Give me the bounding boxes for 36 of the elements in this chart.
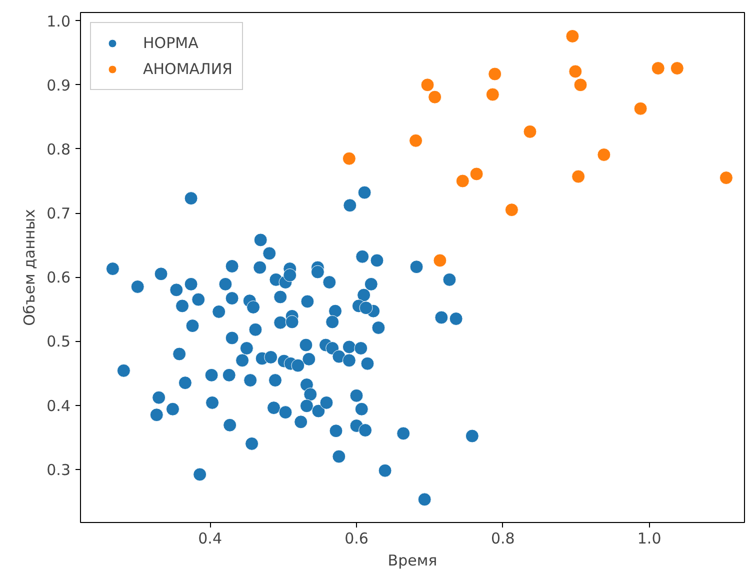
point [523, 124, 537, 138]
x-tick-label: 0.4 [198, 530, 222, 548]
y-tick-label: 0.5 [46, 332, 71, 351]
point [566, 29, 580, 43]
point [634, 102, 648, 116]
x-axis-title: Время [388, 552, 438, 570]
y-tick-label: 0.9 [46, 76, 71, 94]
point [670, 62, 684, 75]
x-tick-label: 0.6 [344, 530, 368, 548]
point [486, 88, 500, 102]
point [409, 134, 423, 148]
y-tick-label: 0.3 [46, 460, 71, 479]
point [568, 64, 582, 78]
y-tick-label: 0.7 [46, 204, 71, 223]
legend-label: АНОМАЛИЯ [143, 60, 232, 78]
y-axis-title: Объем данных [20, 208, 39, 326]
point [420, 78, 434, 92]
point [488, 67, 502, 81]
y-tick-label: 0.8 [46, 140, 71, 158]
y-tick-label: 1.0 [46, 12, 71, 30]
legend-label: НОРМА [143, 34, 198, 52]
point [719, 171, 733, 185]
point [597, 148, 611, 162]
point [456, 174, 470, 188]
point [651, 62, 665, 75]
y-tick-label: 0.4 [46, 396, 71, 415]
x-tick-label: 1.0 [637, 530, 662, 548]
point [428, 90, 442, 104]
y-tick-label: 0.6 [46, 268, 71, 287]
point [572, 170, 586, 184]
x-tick-label: 0.8 [490, 530, 515, 548]
point [470, 167, 484, 181]
point [504, 203, 518, 217]
point [574, 78, 588, 92]
point [433, 254, 447, 268]
point [342, 152, 356, 166]
